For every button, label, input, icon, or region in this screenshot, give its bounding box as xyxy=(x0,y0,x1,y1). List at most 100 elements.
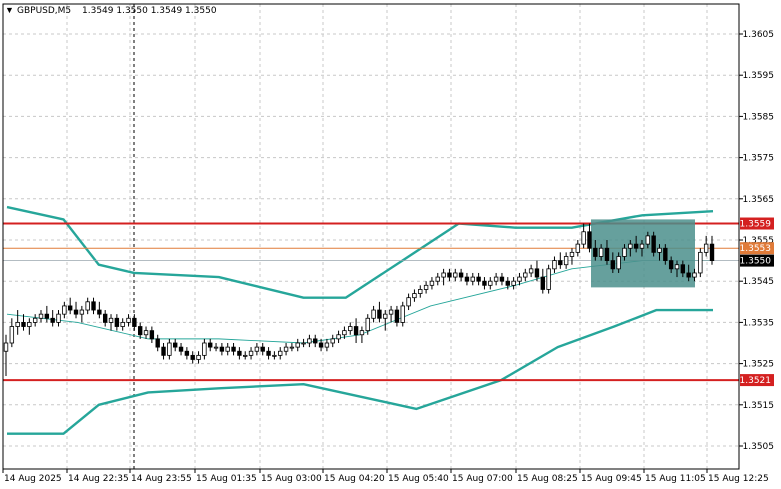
candle-bull xyxy=(248,350,254,356)
candle-bull xyxy=(289,346,295,349)
candle-bull xyxy=(552,260,557,270)
candle-bull xyxy=(569,251,575,257)
candle-bear xyxy=(260,346,265,352)
candle-bull xyxy=(645,235,651,245)
y-tick-label: 1.3585 xyxy=(743,112,775,122)
level-tag-label: 1.3521 xyxy=(740,376,772,386)
candle-bear xyxy=(91,301,96,311)
candle-bull xyxy=(657,247,662,253)
candle-bear xyxy=(155,338,160,348)
candle-bear xyxy=(318,342,324,348)
candle-bear xyxy=(67,305,73,311)
candle-bull xyxy=(3,342,9,352)
candle-bear xyxy=(173,342,178,348)
candle-bull xyxy=(56,313,61,323)
candle-bull xyxy=(330,338,335,344)
candle-bear xyxy=(377,309,382,319)
candle-bear xyxy=(686,272,691,278)
candle-bull xyxy=(32,317,38,323)
candle-bull xyxy=(383,313,388,319)
current-price-label: 1.3550 xyxy=(740,257,772,267)
candle-bull xyxy=(523,272,528,278)
candle-bear xyxy=(137,326,143,336)
candle-bull xyxy=(692,272,697,278)
candle-bull xyxy=(639,243,645,249)
candle-bull xyxy=(453,272,458,278)
candle-bull xyxy=(79,309,85,315)
candle-bull xyxy=(272,354,277,357)
candle-bear xyxy=(190,354,195,360)
candle-bear xyxy=(458,272,464,278)
candle-bull xyxy=(423,284,429,290)
candle-bear xyxy=(447,272,452,278)
level-tag-label: 1.3553 xyxy=(740,244,772,254)
candle-bear xyxy=(593,247,598,257)
level-tag xyxy=(740,374,774,387)
triangle-down-icon[interactable]: ▼ xyxy=(5,5,14,15)
candle-bear xyxy=(21,321,26,327)
candle-bear xyxy=(266,350,271,356)
candle-bear xyxy=(97,309,102,315)
y-tick-label: 1.3515 xyxy=(743,401,775,411)
candle-bull xyxy=(698,251,703,274)
candle-bear xyxy=(237,350,242,356)
x-tick-label: 15 Aug 07:00 xyxy=(452,474,513,484)
candle-bear xyxy=(73,309,79,315)
candle-bull xyxy=(143,330,149,336)
candle-bear xyxy=(476,276,481,282)
y-tick-label: 1.3595 xyxy=(743,71,775,81)
y-tick-label: 1.3575 xyxy=(743,154,775,164)
candle-bull xyxy=(563,256,569,266)
x-tick-label: 14 Aug 2025 xyxy=(4,474,62,484)
x-tick-label: 15 Aug 05:40 xyxy=(388,474,449,484)
candle-bear xyxy=(610,260,616,270)
candle-bull xyxy=(575,243,581,253)
candle-bull xyxy=(38,313,44,319)
candle-bull xyxy=(412,293,417,299)
candle-bear xyxy=(668,260,674,270)
chart-header: ▼ GBPUSD,M5 1.3549 1.3550 1.3549 1.3550 xyxy=(5,5,217,16)
candle-bear xyxy=(505,280,510,286)
candle-bear xyxy=(464,276,470,282)
axes: 1.36051.35951.35851.35751.35651.35551.35… xyxy=(2,3,775,484)
level-tag xyxy=(740,242,774,255)
candle-bull xyxy=(628,243,633,249)
candle-bull xyxy=(126,317,131,323)
candle-bull xyxy=(441,272,446,278)
y-tick-label: 1.3545 xyxy=(743,277,775,287)
candle-bear xyxy=(633,243,639,249)
x-tick-label: 15 Aug 09:45 xyxy=(581,474,642,484)
candle-bull xyxy=(674,264,680,270)
candle-bear xyxy=(499,276,505,282)
candle-bull xyxy=(546,268,551,290)
candle-bear xyxy=(482,280,487,286)
candle-bull xyxy=(581,231,586,245)
candle-bull xyxy=(348,326,353,332)
candle-bull xyxy=(616,256,621,270)
candle-bull xyxy=(493,276,499,282)
candle-bull xyxy=(108,317,114,323)
candle-bull xyxy=(342,330,347,336)
candle-bull xyxy=(9,326,15,344)
candle-bull xyxy=(488,280,493,286)
candle-bull xyxy=(202,342,207,356)
candle-bull xyxy=(511,280,516,286)
candle-bear xyxy=(184,350,190,356)
y-tick-label: 1.3525 xyxy=(743,360,775,370)
plot-frame xyxy=(2,3,740,470)
y-tick-label: 1.3535 xyxy=(743,318,775,328)
candle-bull xyxy=(62,305,67,315)
candle-bull xyxy=(283,346,289,352)
candle-bull xyxy=(324,342,330,348)
bollinger-lower xyxy=(7,308,713,435)
candle-bear xyxy=(534,268,540,278)
candle-bull xyxy=(120,321,125,327)
candle-bull xyxy=(167,342,172,356)
candle-bull xyxy=(15,321,20,327)
candle-bull xyxy=(598,247,604,257)
candle-bull xyxy=(435,276,440,282)
x-tick-label: 15 Aug 08:25 xyxy=(517,474,578,484)
candle-bear xyxy=(680,264,686,274)
